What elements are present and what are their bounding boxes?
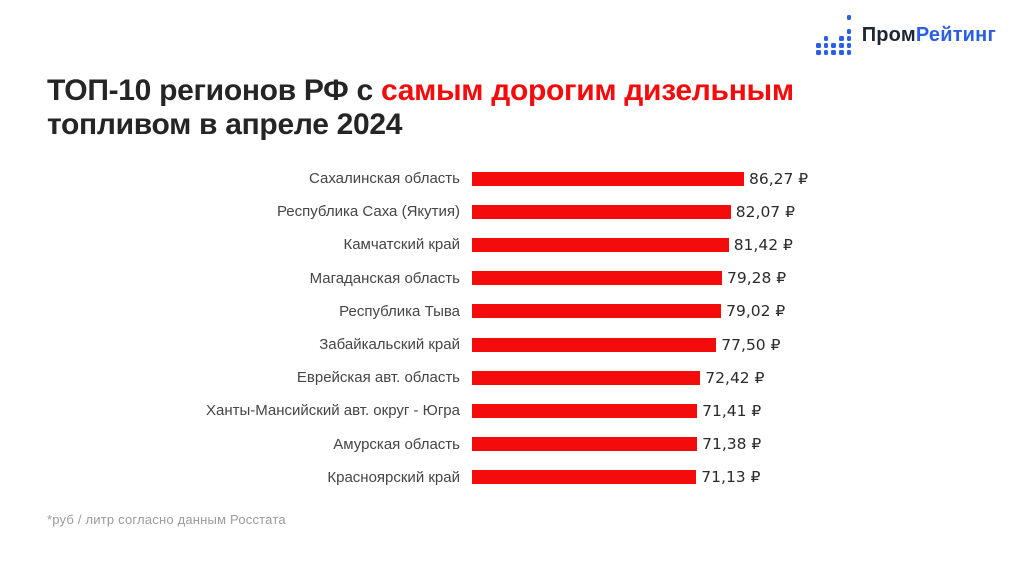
logo-dot — [846, 43, 852, 48]
bar — [472, 304, 722, 319]
logo-dot — [823, 43, 829, 48]
bar-track: 82,07 ₽ — [472, 203, 987, 221]
logo-dot — [823, 50, 829, 55]
bar-track: 79,28 ₽ — [472, 269, 987, 287]
region-label: Камчатский край — [343, 236, 460, 254]
chart-row: Красноярский край 71,13 ₽ — [47, 461, 987, 494]
title-line-1: ТОП-10 регионов РФ с самым дорогим дизел… — [47, 74, 794, 108]
value-label: 79,02 ₽ — [726, 302, 786, 321]
logo-text-blue: Рейтинг — [915, 23, 996, 46]
region-label: Республика Тыва — [339, 302, 460, 320]
chart-row: Ханты-Мансийский авт. округ - Югра 71,41 … — [47, 394, 987, 427]
logo-dot — [846, 15, 852, 20]
logo-dot — [846, 50, 852, 55]
title-line-2: топливом в апреле 2024 — [47, 108, 403, 141]
logo-dot — [816, 50, 821, 55]
bar-track: 71,13 ₽ — [472, 468, 987, 486]
chart-row: Республика Саха (Якутия) 82,07 ₽ — [47, 195, 987, 228]
page-title: ТОП-10 регионов РФ с самым дорогим дизел… — [47, 74, 794, 142]
logo-text: ПромРейтинг — [862, 24, 996, 47]
value-label: 71,41 ₽ — [702, 401, 762, 420]
region-label: Магаданская область — [309, 269, 460, 287]
bar-track: 79,02 ₽ — [472, 302, 987, 320]
value-label: 86,27 ₽ — [749, 169, 809, 188]
bar-track: 71,38 ₽ — [472, 435, 987, 453]
logo-dot — [816, 43, 821, 48]
logo-dot — [831, 43, 836, 48]
logo-text-dark: Пром — [861, 23, 916, 46]
bar-track: 71,41 ₽ — [472, 402, 987, 420]
bar — [472, 171, 744, 186]
bar — [472, 237, 729, 252]
value-label: 79,28 ₽ — [727, 269, 787, 288]
chart-row: Амурская область 71,38 ₽ — [47, 428, 987, 461]
value-label: 71,13 ₽ — [701, 468, 761, 487]
bar — [472, 204, 731, 219]
chart-row: Магаданская область 79,28 ₽ — [47, 262, 987, 295]
bar — [472, 403, 698, 418]
title-line-1-red: самым дорогим дизельным — [380, 74, 794, 107]
bar — [472, 437, 698, 452]
bar-track: 86,27 ₽ — [472, 170, 987, 188]
region-label: Красноярский край — [327, 468, 460, 486]
chart-row: Камчатский край 81,42 ₽ — [47, 228, 987, 261]
bar — [472, 337, 717, 352]
region-label: Забайкальский край — [319, 336, 460, 354]
value-label: 82,07 ₽ — [735, 202, 795, 221]
dot-bar-chart-icon — [815, 14, 853, 56]
footnote: *руб / литр согласно данным Росстата — [47, 512, 286, 527]
value-label: 81,42 ₽ — [733, 235, 793, 254]
logo-dot — [838, 43, 844, 48]
logo-dot — [838, 36, 844, 41]
logo-dot — [846, 36, 852, 41]
value-label: 72,42 ₽ — [705, 368, 765, 387]
title-line-1-black: ТОП-10 регионов РФ с — [47, 74, 381, 107]
logo-dot — [846, 29, 852, 34]
chart-row: Республика Тыва 79,02 ₽ — [47, 295, 987, 328]
chart-row: Сахалинская область 86,27 ₽ — [47, 162, 987, 195]
bar — [472, 470, 697, 485]
chart-row: Забайкальский край 77,50 ₽ — [47, 328, 987, 361]
bar-track: 77,50 ₽ — [472, 336, 987, 354]
value-label: 77,50 ₽ — [721, 335, 781, 354]
bar-chart: Сахалинская область 86,27 ₽ Республика Сах… — [47, 162, 987, 494]
region-label: Ханты-Мансийский авт. округ - Югра — [205, 402, 460, 420]
logo-dot — [823, 36, 829, 41]
logo-dot — [831, 50, 836, 55]
logo: ПромРейтинг — [815, 14, 996, 56]
logo-dot — [838, 50, 844, 55]
region-label: Еврейская авт. область — [296, 369, 460, 387]
region-label: Республика Саха (Якутия) — [276, 203, 460, 221]
chart-row: Еврейская авт. область 72,42 ₽ — [47, 361, 987, 394]
bar-track: 81,42 ₽ — [472, 236, 987, 254]
region-label: Сахалинская область — [309, 170, 460, 188]
region-label: Амурская область — [333, 435, 460, 453]
bar — [472, 370, 701, 385]
bar-track: 72,42 ₽ — [472, 369, 987, 387]
value-label: 71,38 ₽ — [702, 435, 762, 454]
bar — [472, 271, 722, 286]
